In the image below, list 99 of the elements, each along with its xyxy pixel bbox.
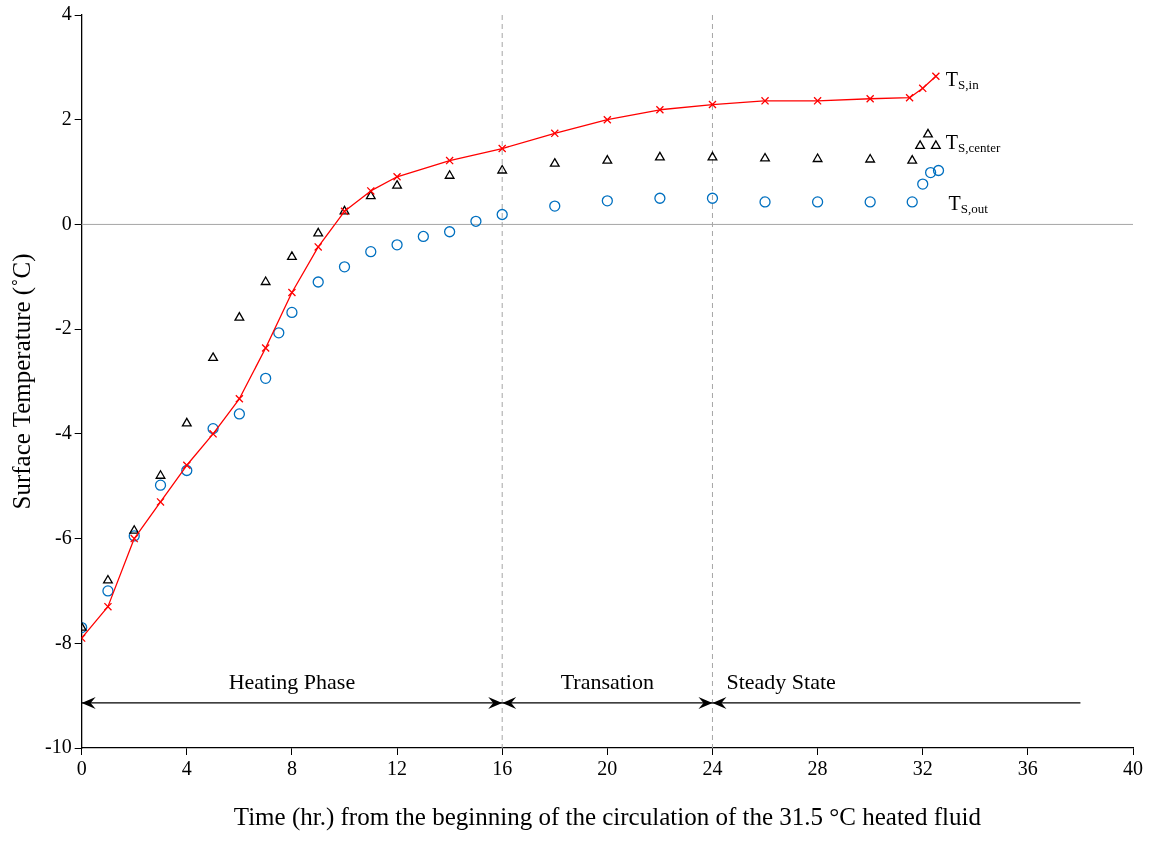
point bbox=[444, 170, 455, 179]
point bbox=[907, 154, 918, 164]
point bbox=[286, 306, 298, 319]
point bbox=[496, 208, 508, 221]
y-tick-label: 0 bbox=[61, 211, 72, 234]
point bbox=[918, 84, 927, 93]
y-tick-label: -8 bbox=[54, 630, 72, 653]
point bbox=[812, 153, 823, 163]
point bbox=[654, 151, 665, 161]
point bbox=[208, 429, 218, 439]
point bbox=[313, 227, 324, 237]
point bbox=[865, 94, 875, 103]
point bbox=[156, 497, 165, 507]
point bbox=[708, 100, 717, 109]
point bbox=[103, 602, 113, 611]
x-tick-label: 8 bbox=[286, 757, 297, 780]
point bbox=[655, 105, 665, 114]
point bbox=[365, 246, 377, 258]
point bbox=[917, 178, 929, 190]
y-tick-label: 4 bbox=[61, 2, 72, 25]
y-tick-label: -10 bbox=[44, 735, 72, 758]
point bbox=[549, 158, 560, 167]
annotation: Heating Phase bbox=[228, 668, 356, 694]
point bbox=[915, 140, 926, 150]
point bbox=[931, 72, 941, 81]
point bbox=[233, 408, 246, 420]
point bbox=[601, 195, 613, 207]
point bbox=[443, 226, 456, 238]
x-tick-label: 40 bbox=[1123, 757, 1143, 780]
point bbox=[391, 239, 403, 251]
x-axis-title: Time (hr.) from the beginning of the circulation of the 31.5 °C heated fluid bbox=[233, 802, 982, 831]
point bbox=[813, 96, 822, 106]
x-tick-label: 20 bbox=[597, 757, 618, 780]
point bbox=[102, 574, 113, 584]
x-tick-label: 16 bbox=[492, 757, 513, 780]
point bbox=[260, 372, 272, 385]
point bbox=[129, 525, 140, 534]
point bbox=[924, 166, 937, 179]
point bbox=[234, 311, 245, 321]
point bbox=[923, 128, 933, 138]
point bbox=[905, 93, 914, 102]
point bbox=[273, 327, 285, 339]
x-tick-label: 32 bbox=[912, 757, 933, 780]
x-tick-label: 0 bbox=[76, 757, 87, 780]
point bbox=[366, 186, 375, 196]
y-tick-label: -6 bbox=[54, 525, 72, 548]
y-tick-label: -2 bbox=[54, 316, 72, 339]
point bbox=[287, 288, 297, 297]
point bbox=[760, 152, 771, 162]
point bbox=[865, 153, 876, 163]
point bbox=[207, 422, 219, 435]
point bbox=[261, 343, 270, 353]
point bbox=[314, 242, 323, 252]
point bbox=[497, 164, 508, 174]
point bbox=[155, 470, 166, 479]
point bbox=[549, 200, 561, 212]
point bbox=[286, 251, 297, 261]
point bbox=[102, 585, 114, 597]
point bbox=[128, 530, 140, 542]
point bbox=[235, 394, 244, 403]
y-tick-label: 2 bbox=[61, 106, 72, 129]
point bbox=[312, 276, 324, 288]
x-tick-label: 4 bbox=[181, 757, 192, 780]
annotation: Transation bbox=[560, 668, 654, 694]
point bbox=[392, 172, 402, 181]
point bbox=[602, 154, 613, 164]
point bbox=[338, 261, 351, 273]
x-tick-label: 12 bbox=[387, 757, 408, 780]
point bbox=[759, 196, 771, 208]
point bbox=[470, 215, 482, 227]
point bbox=[932, 164, 945, 177]
point bbox=[181, 417, 192, 427]
point bbox=[760, 96, 770, 106]
point bbox=[707, 151, 718, 161]
annotation: Steady State bbox=[726, 668, 836, 694]
point bbox=[392, 180, 403, 189]
point bbox=[603, 115, 612, 124]
y-axis-title: Surface Temperature (˚C) bbox=[7, 253, 36, 510]
point bbox=[445, 156, 454, 165]
x-tick-label: 24 bbox=[702, 757, 723, 780]
point bbox=[365, 190, 376, 200]
point bbox=[864, 196, 876, 208]
point bbox=[182, 461, 191, 470]
point bbox=[811, 196, 824, 208]
x-tick-label: 36 bbox=[1017, 757, 1038, 780]
point bbox=[130, 534, 139, 543]
x-tick-label: 28 bbox=[807, 757, 828, 780]
point bbox=[181, 464, 193, 477]
point bbox=[208, 352, 219, 362]
point bbox=[906, 196, 918, 208]
point bbox=[930, 140, 941, 150]
point bbox=[706, 192, 719, 204]
point bbox=[154, 479, 167, 491]
point bbox=[417, 230, 429, 243]
point bbox=[550, 129, 559, 138]
y-tick-label: -4 bbox=[54, 421, 72, 444]
point bbox=[498, 144, 507, 153]
point bbox=[654, 192, 666, 204]
point bbox=[260, 276, 271, 286]
